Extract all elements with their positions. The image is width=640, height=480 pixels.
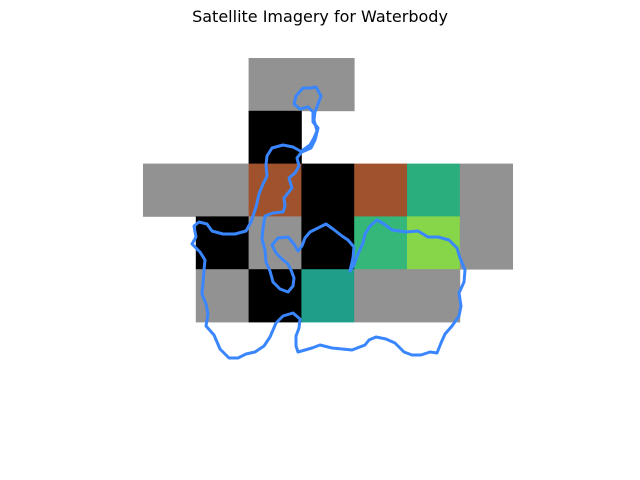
map-title: Satellite Imagery for Waterbody bbox=[192, 7, 448, 26]
waterbody-outline bbox=[190, 85, 467, 360]
raster-cell bbox=[354, 163, 408, 217]
raster-cell bbox=[301, 269, 355, 323]
raster-cell bbox=[195, 163, 249, 217]
raster-layer bbox=[143, 58, 513, 323]
raster-cell bbox=[301, 58, 355, 112]
raster-cell bbox=[407, 269, 461, 323]
raster-cell bbox=[248, 110, 302, 164]
raster-cell bbox=[407, 163, 461, 217]
raster-cell bbox=[354, 269, 408, 323]
raster-cell bbox=[301, 163, 355, 217]
raster-cell bbox=[143, 163, 197, 217]
raster-cell bbox=[459, 163, 513, 217]
raster-cell bbox=[459, 216, 513, 270]
raster-cell bbox=[248, 163, 302, 217]
